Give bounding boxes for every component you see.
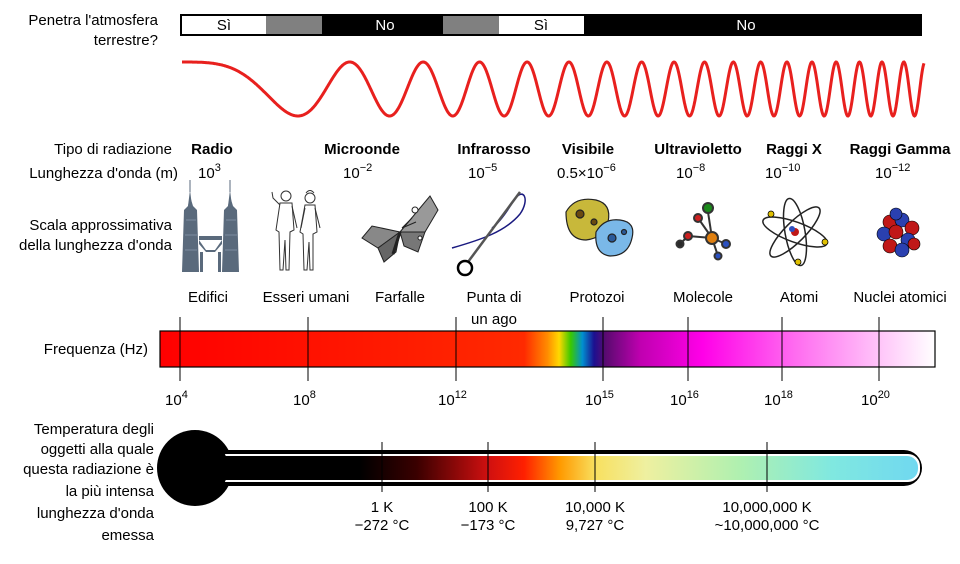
frequency-tick-label-1e8: 108: [293, 389, 316, 409]
radiation-type-visible: Visibile: [562, 141, 614, 158]
atmosphere-segment-label-yes-2: Sì: [534, 17, 548, 34]
atmosphere-label-line2: terrestre?: [94, 32, 158, 49]
atmosphere-segment-partial-2: [443, 16, 499, 34]
atmosphere-label-line1: Penetra l'atmosfera: [28, 12, 158, 29]
svg-text:oggetti alla quale: oggetti alla quale: [41, 441, 154, 458]
object-label-needle-line1: Punta di: [466, 289, 521, 306]
wave-line: [182, 60, 926, 118]
molecule-icon: [675, 202, 731, 261]
wavelength-visible: 0.5×10−6: [557, 162, 616, 182]
atmosphere-bar: Sì No Sì No: [180, 14, 922, 36]
temperature-celsius-1: −272 °C: [355, 517, 410, 534]
wavelength-xray: 10−10: [765, 162, 800, 182]
frequency-tick-label-1e16: 1016: [670, 389, 699, 409]
radiation-type-xray: Raggi X: [766, 141, 822, 158]
object-label-protozoa: Protozoi: [569, 289, 624, 306]
atmosphere-segment-label-no-1: No: [375, 17, 394, 34]
radiation-type-microwave: Microonde: [324, 141, 400, 158]
scale-label-line2: della lunghezza d'onda: [19, 237, 173, 254]
atom-icon: [762, 197, 829, 267]
object-label-atoms: Atomi: [780, 289, 818, 306]
wavelength-infrared: 10−5: [468, 162, 497, 182]
temperature-celsius-4: ~10,000,000 °C: [715, 517, 820, 534]
temperature-kelvin-2: 100 K: [468, 499, 507, 516]
frequency-tick-label-1e4: 104: [165, 389, 188, 409]
protozoa-icon: [565, 198, 634, 257]
temperature-celsius-3: 9,727 °C: [566, 517, 625, 534]
temperature-celsius-2: −173 °C: [461, 517, 516, 534]
wavelength-radio: 103: [198, 162, 221, 182]
temperature-kelvin-4: 10,000,000 K: [722, 499, 811, 516]
temperature-kelvin-3: 10,000 K: [565, 499, 625, 516]
wavelength-ultraviolet: 10−8: [676, 162, 705, 182]
radiation-type-label: Tipo di radiazione: [54, 141, 172, 158]
frequency-tick-label-1e20: 1020: [861, 389, 890, 409]
atmosphere-segment-label-yes-1: Sì: [217, 17, 231, 34]
svg-text:Temperatura degli: Temperatura degli: [34, 421, 154, 438]
object-label-butterflies: Farfalle: [375, 289, 425, 306]
atmosphere-segment-label-no-2: No: [736, 17, 755, 34]
radiation-type-radio: Radio: [191, 141, 233, 158]
temperature-kelvin-1: 1 K: [371, 499, 394, 516]
radiation-type-gamma: Raggi Gamma: [850, 141, 952, 158]
frequency-tick-label-1e15: 1015: [585, 389, 614, 409]
scale-label-line1: Scala approssimativa: [29, 217, 172, 234]
wavelength-gamma: 10−12: [875, 162, 910, 182]
nucleus-icon: [876, 207, 921, 258]
frequency-label: Frequenza (Hz): [44, 341, 148, 358]
svg-text:la più intensa: la più intensa: [66, 483, 155, 500]
humans-icon: [271, 190, 321, 271]
svg-text:emessa: emessa: [101, 527, 154, 544]
object-label-buildings: Edifici: [188, 289, 228, 306]
thermometer-gradient: [202, 456, 918, 480]
temperature-label: Temperatura degli oggetti alla quale que…: [23, 421, 155, 544]
wavelength-microwave: 10−2: [343, 162, 372, 182]
object-label-nuclei: Nuclei atomici: [853, 289, 946, 306]
svg-text:questa radiazione è: questa radiazione è: [23, 461, 154, 478]
radiation-type-ultraviolet: Ultravioletto: [654, 141, 742, 158]
atmosphere-segment-yes-2: [499, 16, 584, 34]
temperature-ticks: [381, 442, 768, 492]
radiation-type-infrared: Infrarosso: [457, 141, 530, 158]
atmosphere-segment-partial-1: [266, 16, 322, 34]
frequency-tick-label-1e18: 1018: [764, 389, 793, 409]
buildings-icon: [182, 180, 239, 272]
wavelength-label: Lunghezza d'onda (m): [29, 165, 178, 182]
thermometer: [157, 430, 922, 506]
butterfly-icon: [361, 195, 439, 263]
frequency-bar: [159, 330, 936, 368]
svg-text:lunghezza d'onda: lunghezza d'onda: [37, 505, 155, 522]
object-label-needle-line2: un ago: [471, 311, 517, 328]
object-label-molecules: Molecole: [673, 289, 733, 306]
frequency-tick-label-1e12: 1012: [438, 389, 467, 409]
atmosphere-segment-yes-1: [182, 16, 266, 34]
frequency-ticks: [179, 317, 880, 381]
object-label-humans: Esseri umani: [263, 289, 350, 306]
needle-icon: [451, 191, 526, 277]
